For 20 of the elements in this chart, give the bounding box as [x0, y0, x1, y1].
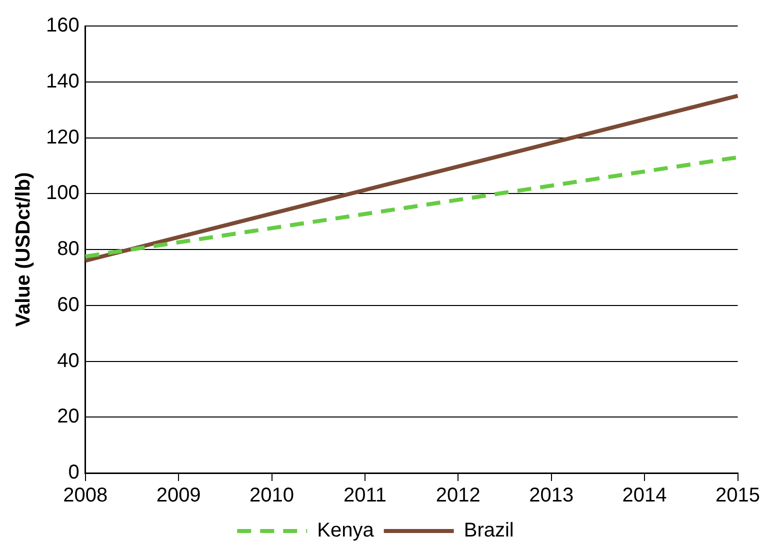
x-tick-label: 2010	[250, 484, 294, 507]
y-tick-label: 40	[57, 350, 80, 372]
legend-label: Kenya	[317, 520, 375, 542]
x-tick-label: 2008	[63, 484, 108, 507]
y-tick-label: 80	[57, 238, 80, 260]
y-tick-label: 120	[46, 126, 80, 148]
x-tick-label: 2014	[622, 484, 667, 507]
y-tick-label: 140	[46, 70, 80, 92]
x-tick-label: 2012	[436, 484, 480, 507]
y-axis-title: Value (USDct/lb)	[12, 172, 35, 327]
y-tick-label: 60	[57, 294, 80, 316]
y-tick-label: 20	[57, 406, 80, 428]
y-tick-label: 100	[46, 182, 80, 204]
x-tick-label: 2013	[529, 484, 574, 507]
legend-label: Brazil	[464, 520, 514, 542]
x-tick-label: 2015	[716, 484, 760, 507]
x-tick-label: 2011	[343, 484, 386, 507]
y-tick-label: 160	[46, 14, 80, 37]
y-tick-label: 0	[68, 462, 80, 484]
x-tick-label: 2009	[156, 484, 201, 507]
